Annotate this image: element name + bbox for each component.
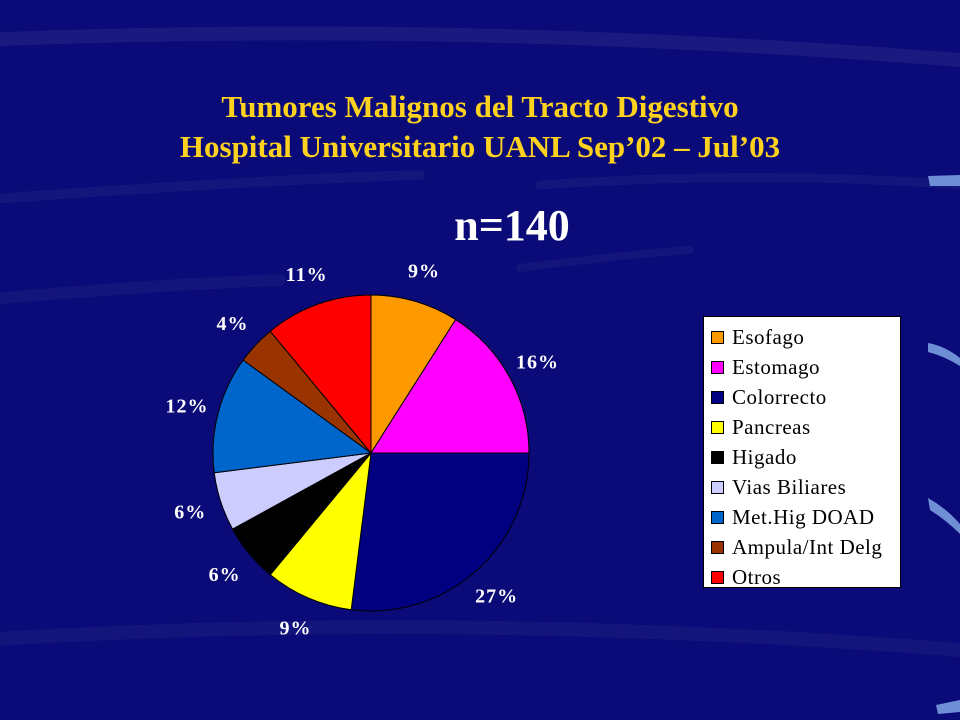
legend-label: Ampula/Int Delg [732,534,883,559]
slice-label-7: 4% [216,313,248,335]
slice-label-5: 6% [174,502,206,524]
legend-swatch [711,360,724,374]
legend-swatch [711,390,724,404]
legend-label: Vias Biliares [732,474,847,499]
sample-size-label: n=140 [454,201,570,250]
slice-label-3: 9% [280,617,312,639]
legend-swatch [711,420,724,434]
legend-item: Colorrecto [711,382,900,412]
slice-label-2: 27% [475,586,518,608]
pie-slice-estomago [370,318,530,454]
legend-item: Estomago [711,352,900,382]
chart-legend: Esofago Estomago Colorrecto Pancreas Higado V… [703,316,901,589]
legend-swatch [711,450,724,464]
edge-accents [928,175,960,714]
pie-slice-esofago [370,294,457,455]
slice-label-0: 9% [408,261,440,283]
legend-label: Met.Hig DOAD [732,504,875,529]
pie-slice-pancreas [269,451,372,611]
slice-label-1: 16% [516,351,559,373]
legend-label: Otros [732,564,782,589]
legend-item: Otros [711,562,900,592]
legend-label: Pancreas [732,414,811,439]
legend-item: Vias Biliares [711,472,900,502]
chart-title-line-2: Hospital Universitario UANL Sep’02 – Jul… [179,129,781,164]
legend-label: Higado [732,444,797,469]
legend-label: Esofago [732,324,805,349]
legend-item: Ampula/Int Delg [711,532,900,562]
pie-slice-colorrecto [350,452,530,612]
legend-swatch [711,330,724,344]
legend-item: Met.Hig DOAD [711,502,900,532]
slice-label-6: 12% [165,396,208,418]
slice-label-8: 11% [286,264,328,286]
legend-label: Estomago [732,354,820,379]
legend-swatch [711,540,724,554]
legend-item: Pancreas [711,412,900,442]
pie-slice-otros [269,294,372,455]
chart-title-line-1: Tumores Malignos del Tracto Digestivo [221,89,739,124]
legend-swatch [711,570,724,584]
legend-item: Esofago [711,322,900,352]
legend-item: Higado [711,442,900,472]
legend-swatch [711,510,724,524]
slice-label-4: 6% [209,564,241,586]
pie-slice-met-hig-doad [212,359,373,474]
legend-swatch [711,480,724,494]
legend-label: Colorrecto [732,384,827,409]
